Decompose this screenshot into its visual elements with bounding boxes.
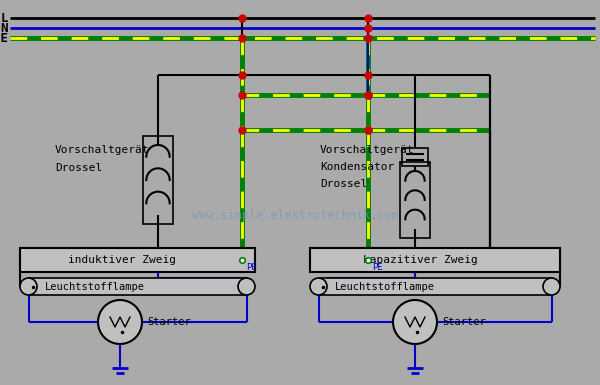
Bar <box>310 248 560 272</box>
Ellipse shape <box>310 278 327 295</box>
Ellipse shape <box>238 278 255 295</box>
Bar <box>29 278 247 295</box>
Text: L: L <box>1 12 8 25</box>
Text: Starter: Starter <box>442 317 486 327</box>
Circle shape <box>98 300 142 344</box>
Bar <box>143 136 173 224</box>
Text: www.simple.elektrotechnik.com: www.simple.elektrotechnik.com <box>191 209 398 221</box>
Text: PE: PE <box>246 263 257 272</box>
Text: kapazitiver Zweig: kapazitiver Zweig <box>362 255 478 265</box>
Text: Vorschaltgerät: Vorschaltgerät <box>55 145 149 155</box>
Ellipse shape <box>543 278 560 295</box>
Text: Drossel: Drossel <box>55 163 102 173</box>
Bar <box>400 162 430 238</box>
Bar <box>319 278 551 295</box>
Ellipse shape <box>20 278 37 295</box>
Text: induktiver Zweig: induktiver Zweig <box>68 255 176 265</box>
Text: N: N <box>1 22 8 35</box>
Text: Starter: Starter <box>147 317 191 327</box>
Text: PE: PE <box>0 32 8 45</box>
Text: Vorschaltgerät: Vorschaltgerät <box>320 145 415 155</box>
Text: Drossel: Drossel <box>320 179 367 189</box>
Text: Leuchtstofflampe: Leuchtstofflampe <box>45 281 145 291</box>
Bar <box>402 148 428 166</box>
Bar <box>20 248 255 272</box>
Text: Kondensator: Kondensator <box>320 162 394 172</box>
Text: PE: PE <box>372 263 383 272</box>
Text: Leuchtstofflampe: Leuchtstofflampe <box>335 281 435 291</box>
Circle shape <box>393 300 437 344</box>
